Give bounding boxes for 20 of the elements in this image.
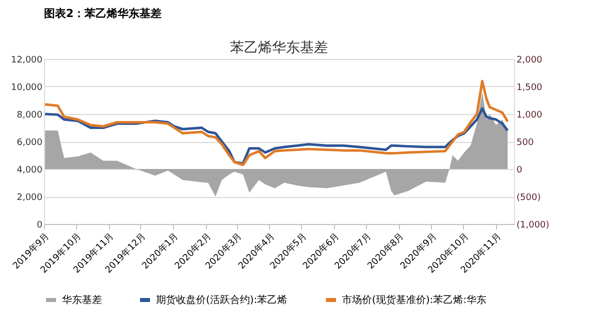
y2-tick-label: 2,000 — [516, 56, 543, 66]
y2-tick-label: 1,000 — [516, 110, 543, 120]
y2-tick-label: 0 — [516, 166, 522, 176]
y-tick-label: 8,000 — [16, 110, 43, 120]
y-tick-label: 10,000 — [11, 83, 43, 93]
chart-subtitle: 苯乙烯华东基差 — [230, 40, 328, 56]
legend-label: 期货收盘价(活跃合约):苯乙烯 — [156, 294, 288, 306]
line-series — [44, 80, 509, 166]
chart-title: 图表2：苯乙烯华东基差 — [44, 7, 162, 20]
y2-tick-label: 1,500 — [516, 83, 543, 93]
y-tick-label: 0 — [36, 220, 43, 230]
y-tick-label: 12,000 — [11, 56, 43, 66]
legend-label: 市场价(现货基准价):苯乙烯:华东 — [342, 294, 487, 306]
y2-tick-label: 500 — [516, 138, 534, 148]
y-tick-label: 6,000 — [16, 138, 43, 148]
y-tick-label: 4,000 — [16, 166, 43, 176]
y2-tick-label: (500) — [516, 193, 541, 203]
y2-tick-label: (1,000) — [516, 220, 550, 230]
legend-label: 华东基差 — [62, 294, 102, 306]
y-tick-label: 2,000 — [16, 193, 43, 203]
